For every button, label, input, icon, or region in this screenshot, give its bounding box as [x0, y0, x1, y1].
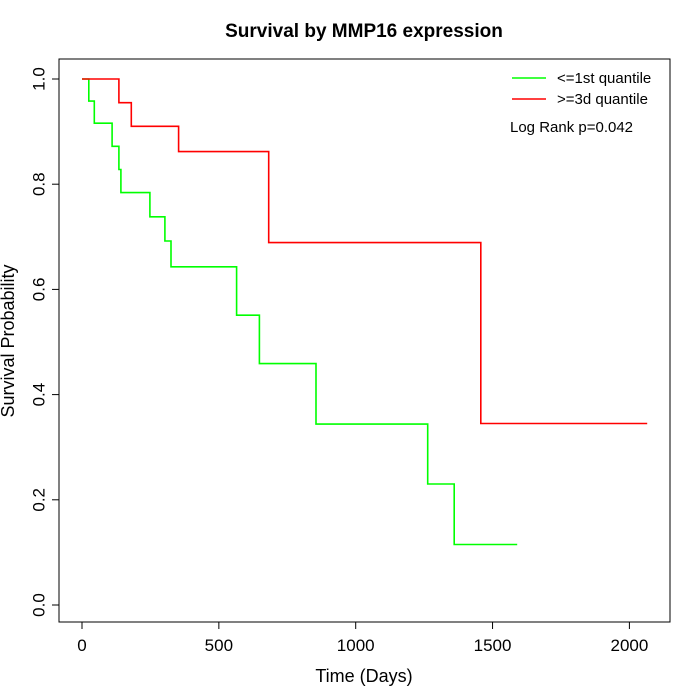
log-rank-annotation: Log Rank p=0.042: [510, 119, 633, 136]
x-tick-label: 0: [77, 636, 86, 655]
y-tick-label: 0.2: [30, 488, 49, 512]
series-layer: [82, 78, 648, 546]
legend: <=1st quantile >=3d quantile: [512, 70, 651, 108]
legend-label: <=1st quantile: [557, 70, 651, 87]
x-tick-label: 1500: [474, 636, 512, 655]
y-axis-label: Survival Probability: [0, 264, 18, 417]
x-tick-label: 1000: [337, 636, 375, 655]
y-tick-label: 0.4: [30, 383, 49, 407]
chart-title: Survival by MMP16 expression: [225, 21, 503, 42]
legend-label: >=3d quantile: [557, 91, 648, 108]
series-line-high-quantile: [82, 78, 648, 425]
y-axis: 0.0 0.2 0.4 0.6 0.8 1.0: [30, 67, 60, 617]
y-tick-label: 0.6: [30, 278, 49, 302]
y-tick-label: 1.0: [30, 67, 49, 91]
series-line-low-quantile: [82, 78, 518, 546]
x-tick-label: 500: [205, 636, 233, 655]
y-tick-label: 0.0: [30, 593, 49, 617]
x-tick-label: 2000: [610, 636, 648, 655]
x-axis: 0 500 1000 1500 2000: [77, 621, 648, 655]
x-axis-label: Time (Days): [315, 666, 412, 686]
y-tick-label: 0.8: [30, 172, 49, 196]
